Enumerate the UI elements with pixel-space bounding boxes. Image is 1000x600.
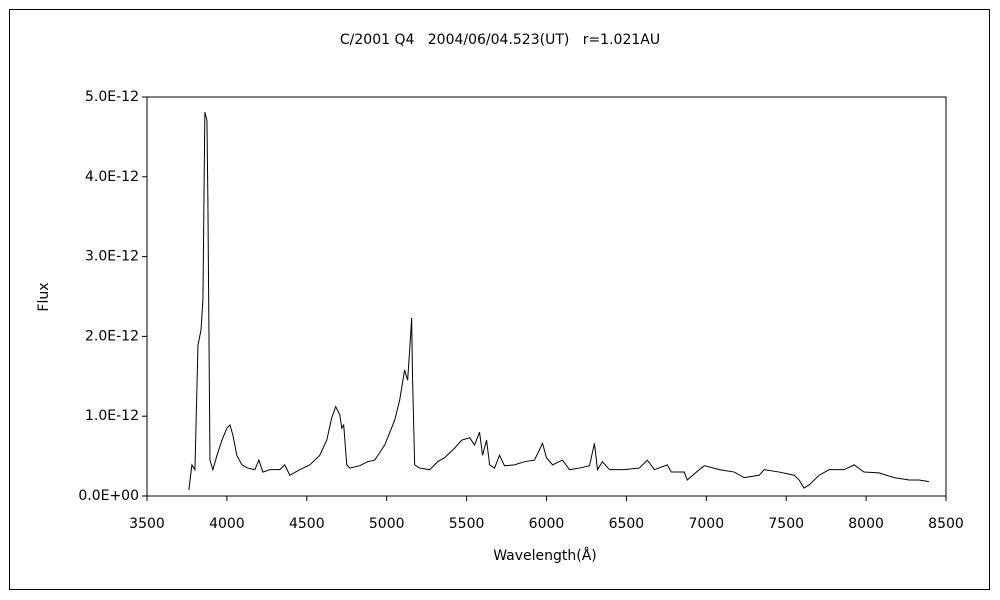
y-tick-label: 3.0E-12 [85, 249, 139, 265]
x-tick-label: 6500 [609, 516, 645, 532]
x-tick-label: 4000 [209, 516, 245, 532]
x-tick-label: 5000 [369, 516, 405, 532]
x-tick-label: 8000 [848, 516, 884, 532]
spectrum-line [188, 112, 930, 491]
x-tick-label: 5500 [449, 516, 485, 532]
chart-title: C/2001 Q4 2004/06/04.523(UT) r=1.021AU [340, 32, 660, 48]
x-axis-label: Wavelength(Å) [493, 547, 597, 564]
y-tick-label: 0.0E+00 [78, 488, 139, 504]
x-tick-label: 8500 [928, 516, 964, 532]
plot-area [146, 96, 947, 497]
y-tick-label: 1.0E-12 [85, 408, 139, 424]
x-tick-label: 4500 [289, 516, 325, 532]
x-tick-label: 3500 [129, 516, 165, 532]
x-tick-label: 7000 [688, 516, 724, 532]
y-tick-label: 5.0E-12 [85, 89, 139, 105]
x-tick-label: 6000 [529, 516, 565, 532]
y-axis-label: Flux [36, 282, 52, 311]
y-tick-label: 2.0E-12 [85, 328, 139, 344]
x-tick-label: 7500 [768, 516, 804, 532]
y-tick-label: 4.0E-12 [85, 169, 139, 185]
